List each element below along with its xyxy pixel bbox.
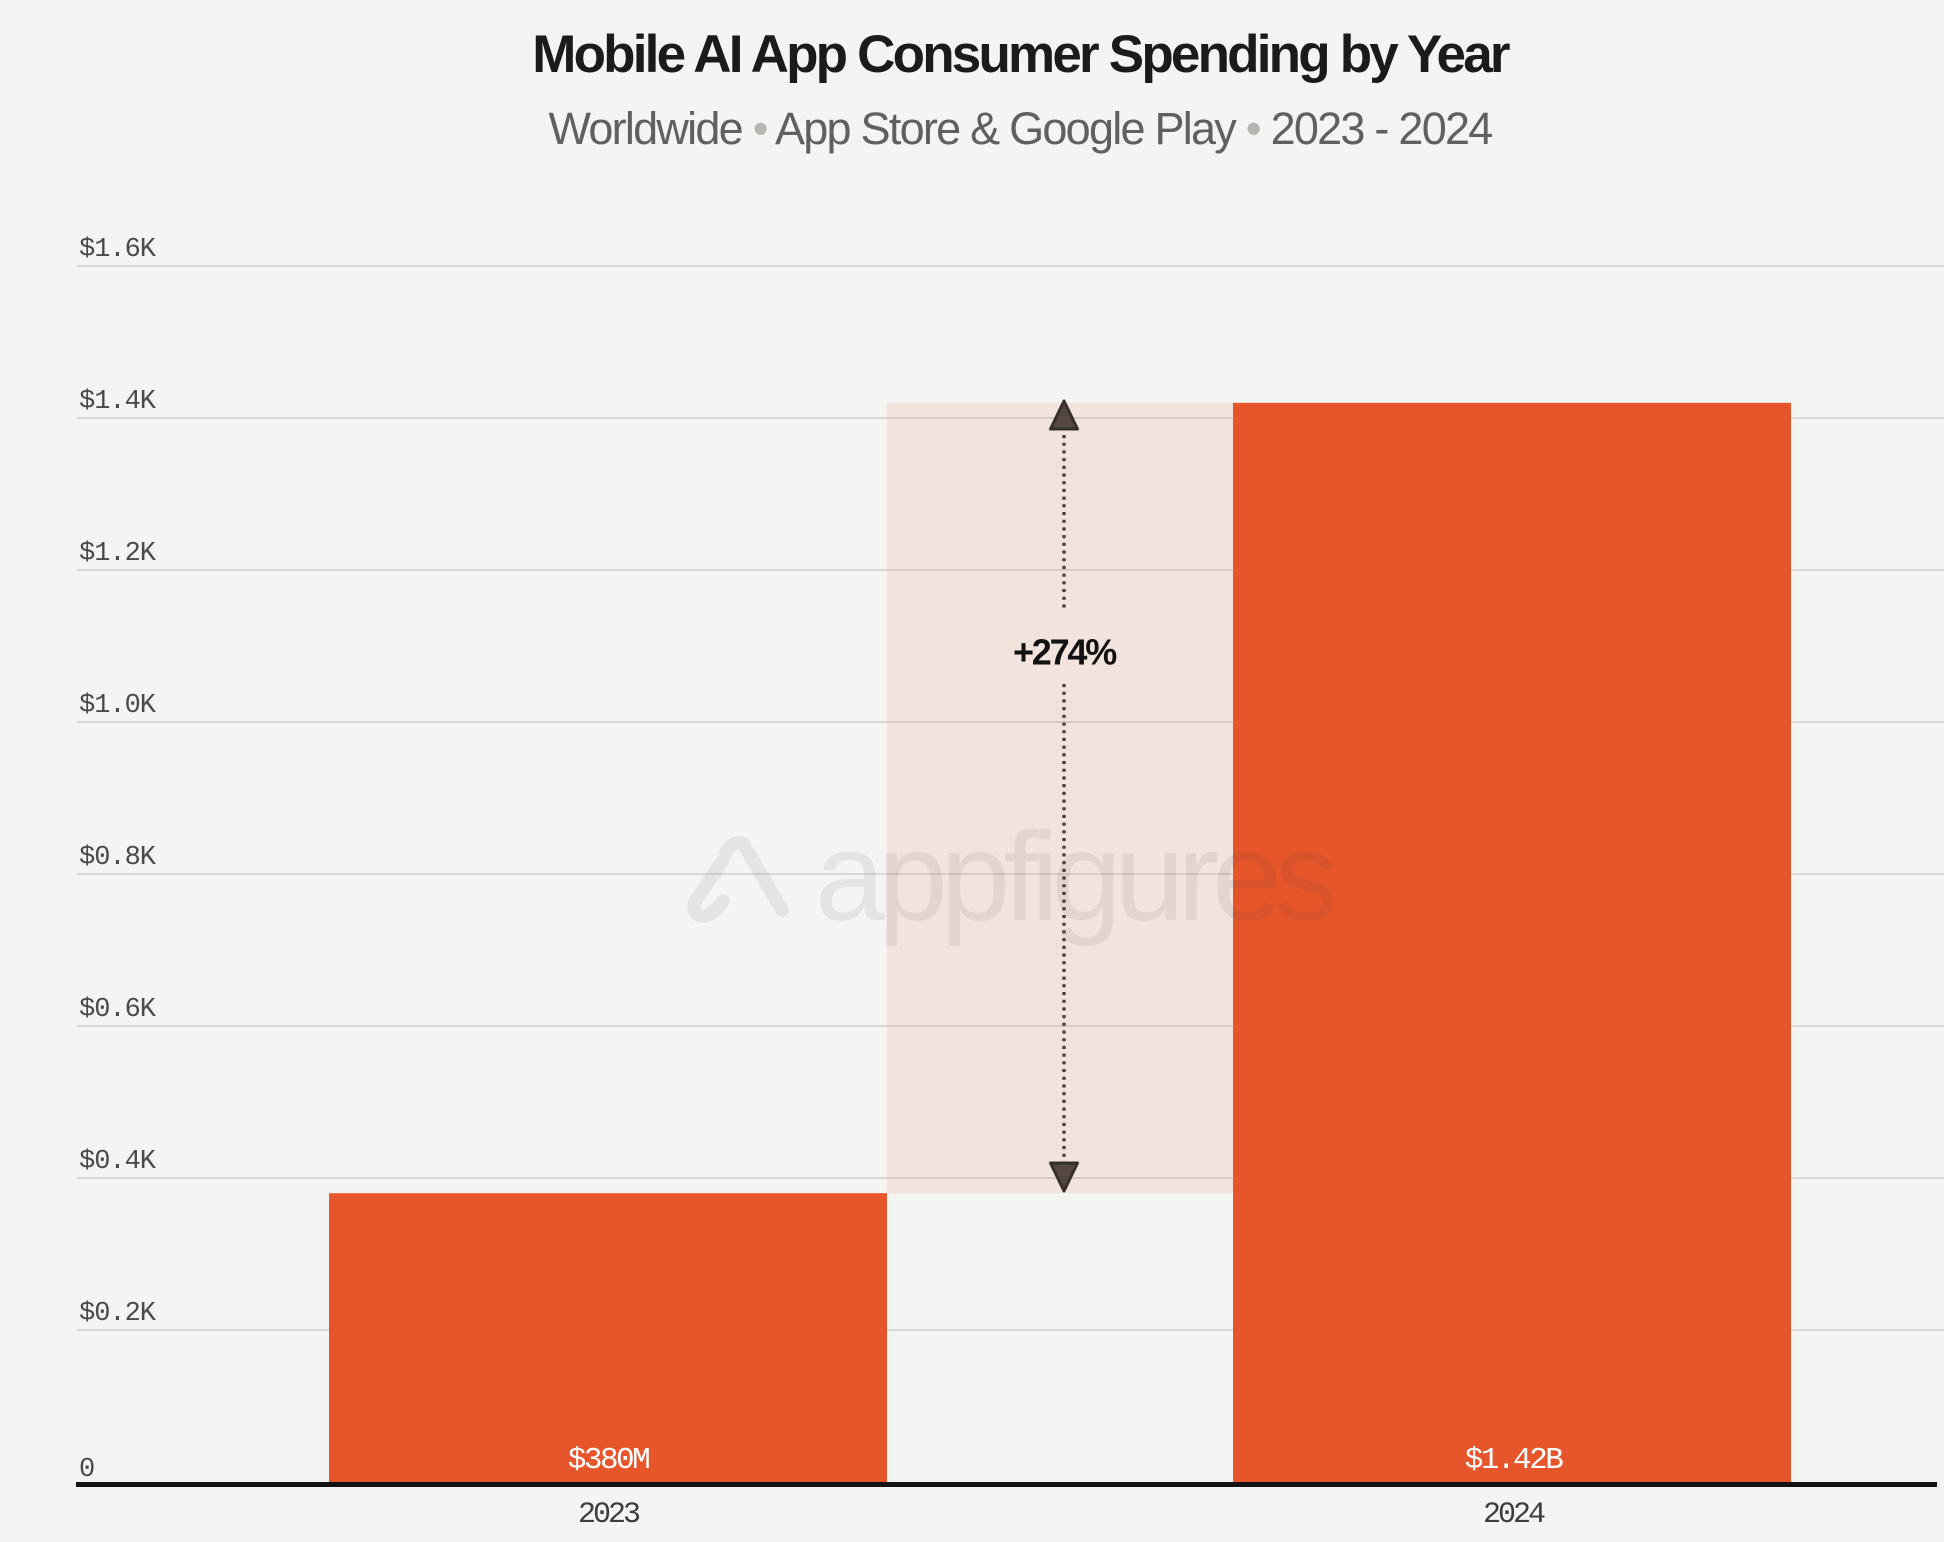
svg-text:$1.42B: $1.42B bbox=[1465, 1443, 1564, 1478]
svg-text:Worldwide • App Store & Google: Worldwide • App Store & Google Play • 20… bbox=[548, 103, 1492, 154]
svg-text:0: 0 bbox=[79, 1455, 94, 1485]
svg-text:$1.6K: $1.6K bbox=[79, 235, 157, 265]
svg-text:$1.0K: $1.0K bbox=[79, 691, 157, 721]
svg-text:$0.6K: $0.6K bbox=[79, 995, 157, 1025]
svg-text:$0.2K: $0.2K bbox=[79, 1299, 157, 1329]
svg-text:2023: 2023 bbox=[578, 1498, 640, 1532]
svg-text:2024: 2024 bbox=[1483, 1498, 1545, 1532]
svg-text:$0.8K: $0.8K bbox=[79, 843, 157, 873]
svg-text:Mobile AI App Consumer Spendin: Mobile AI App Consumer Spending by Year bbox=[532, 25, 1510, 84]
svg-text:appfigures: appfigures bbox=[815, 806, 1334, 947]
svg-text:$0.4K: $0.4K bbox=[79, 1147, 157, 1177]
svg-text:$380M: $380M bbox=[568, 1443, 649, 1478]
svg-text:+274%: +274% bbox=[1013, 632, 1117, 673]
svg-text:$1.4K: $1.4K bbox=[79, 387, 157, 417]
svg-text:$1.2K: $1.2K bbox=[79, 539, 157, 569]
